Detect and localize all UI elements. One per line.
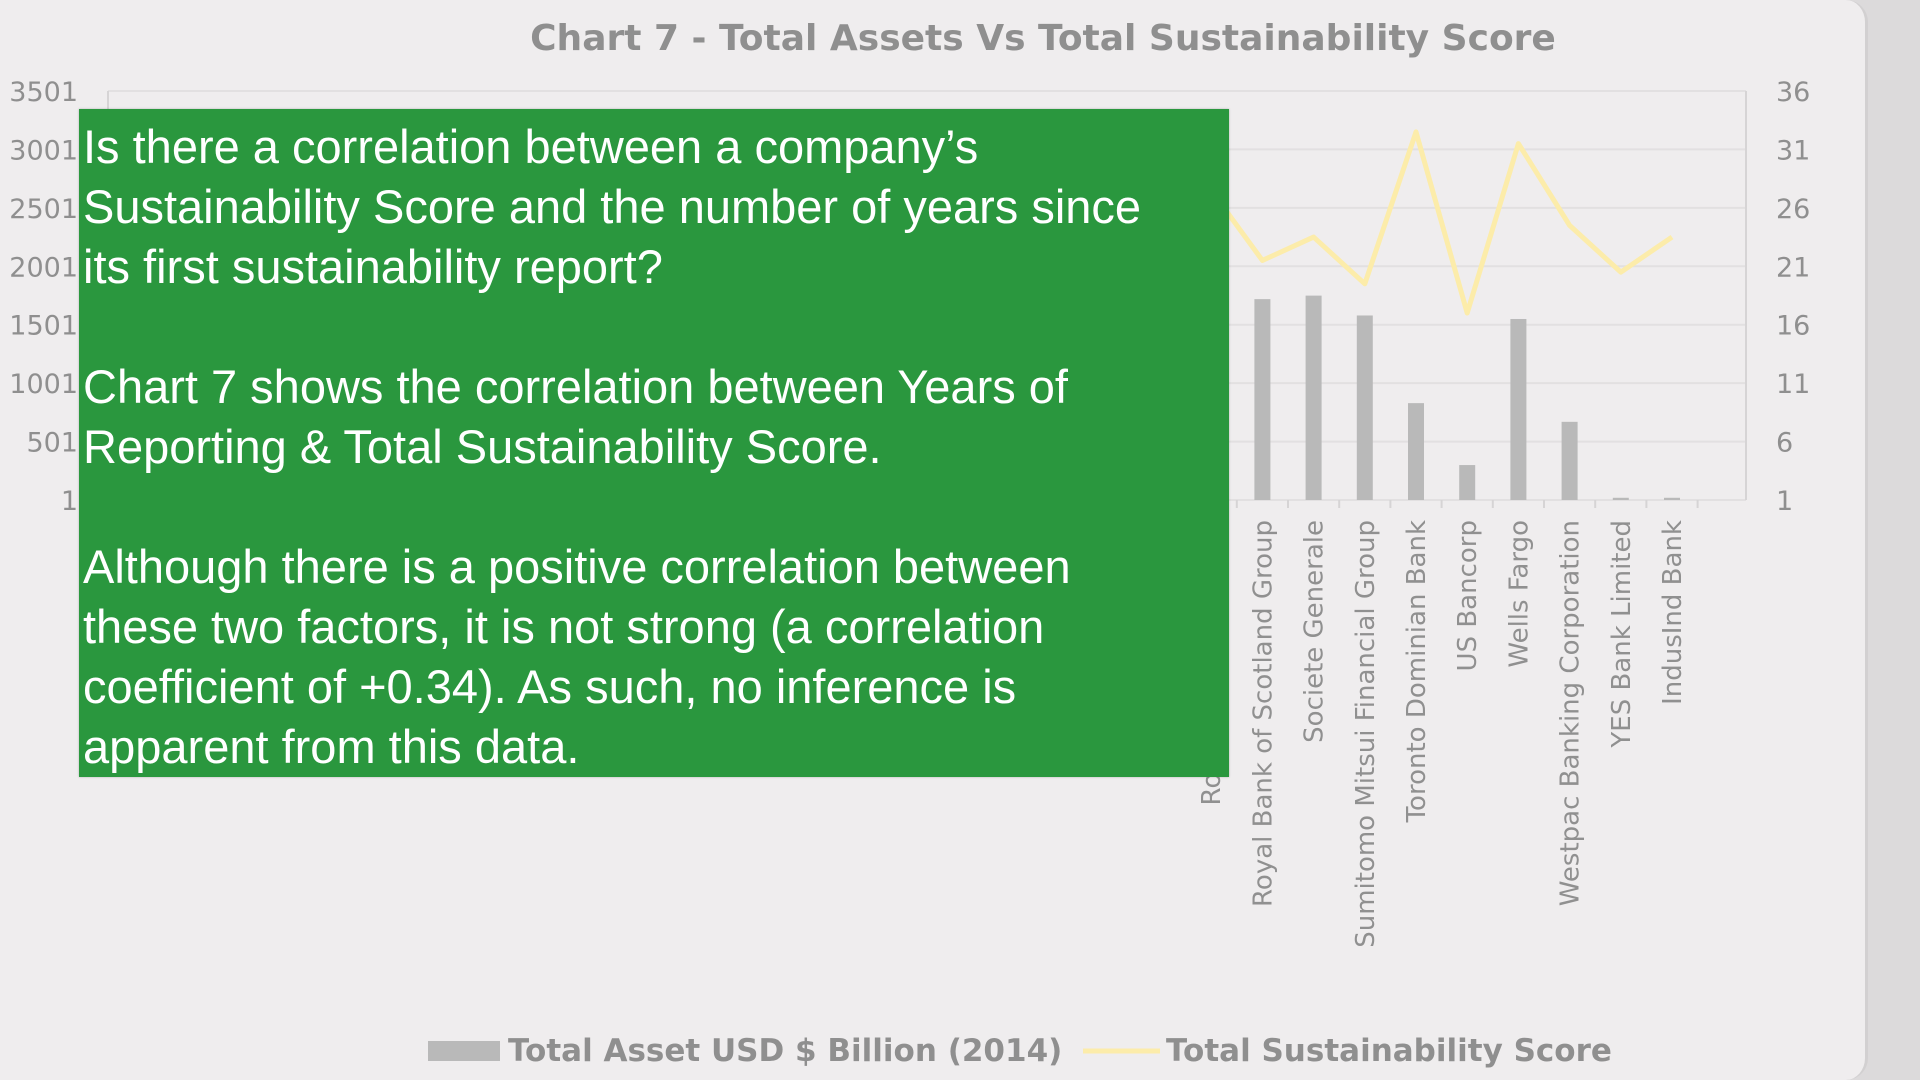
right-tick-label: 11 <box>1776 369 1810 400</box>
bar <box>1408 403 1424 500</box>
right-tick-label: 36 <box>1776 77 1810 108</box>
left-tick-label: 1001 <box>9 369 78 400</box>
chart-title: Chart 7 - Total Assets Vs Total Sustaina… <box>530 18 1556 59</box>
category-label: Wells Fargo <box>1504 520 1534 668</box>
right-tick-label: 1 <box>1776 486 1793 517</box>
bar <box>1664 497 1680 500</box>
left-tick-label: 1 <box>61 486 78 517</box>
bar <box>1510 318 1527 500</box>
left-axis: 3501 3001 2501 2001 1501 1001 501 1 <box>9 77 78 517</box>
right-axis: 36 31 26 21 16 11 6 1 <box>1776 77 1810 517</box>
category-label: Toronto Dominian Bank <box>1402 520 1432 823</box>
left-tick-label: 501 <box>26 428 78 459</box>
overlay-answer: Chart 7 shows the correlation between Ye… <box>83 360 1068 473</box>
line-series <box>1159 129 1674 316</box>
category-label: Sumitomo Mitsui Financial Group <box>1351 520 1381 948</box>
series-line <box>1159 129 1674 316</box>
right-tick-label: 26 <box>1776 194 1810 225</box>
left-tick-label: 2001 <box>9 252 78 283</box>
right-tick-label: 31 <box>1776 135 1810 166</box>
category-label: IndusInd Bank <box>1658 520 1688 705</box>
slide: Chart 7 - Total Assets Vs Total Sustaina… <box>0 0 1868 1080</box>
overlay-conclusion: Although there is a positive correlation… <box>83 540 1071 773</box>
right-tick-label: 6 <box>1776 428 1793 459</box>
category-label: Royal Bank of Scotland Group <box>1248 520 1278 907</box>
left-tick-label: 3501 <box>9 77 78 108</box>
category-label: Westpac Banking Corporation <box>1556 520 1586 906</box>
text-overlay-box: Is there a correlation between a company… <box>79 109 1229 777</box>
bar <box>1612 497 1629 500</box>
right-tick-label: 16 <box>1776 311 1810 342</box>
category-label: US Bancorp <box>1453 520 1483 671</box>
bar <box>1305 295 1322 500</box>
bar <box>1459 465 1476 500</box>
left-tick-label: 2501 <box>9 194 78 225</box>
bar <box>1561 421 1578 500</box>
overlay-question: Is there a correlation between a company… <box>83 120 1142 293</box>
legend-bar-label: Total Asset USD $ Billion (2014) <box>508 1033 1062 1069</box>
category-label: YES Bank Limited <box>1607 520 1637 749</box>
left-tick-label: 1501 <box>9 311 78 342</box>
bar <box>1254 299 1271 500</box>
left-tick-label: 3001 <box>9 135 78 166</box>
category-label: Societe Generale <box>1300 520 1330 743</box>
bar <box>1356 315 1373 500</box>
right-tick-label: 21 <box>1776 252 1810 283</box>
legend-line-label: Total Sustainability Score <box>1166 1033 1612 1069</box>
bar-series <box>1203 295 1680 500</box>
legend: Total Asset USD $ Billion (2014) Total S… <box>428 1033 1612 1069</box>
legend-bar-swatch <box>428 1041 500 1061</box>
